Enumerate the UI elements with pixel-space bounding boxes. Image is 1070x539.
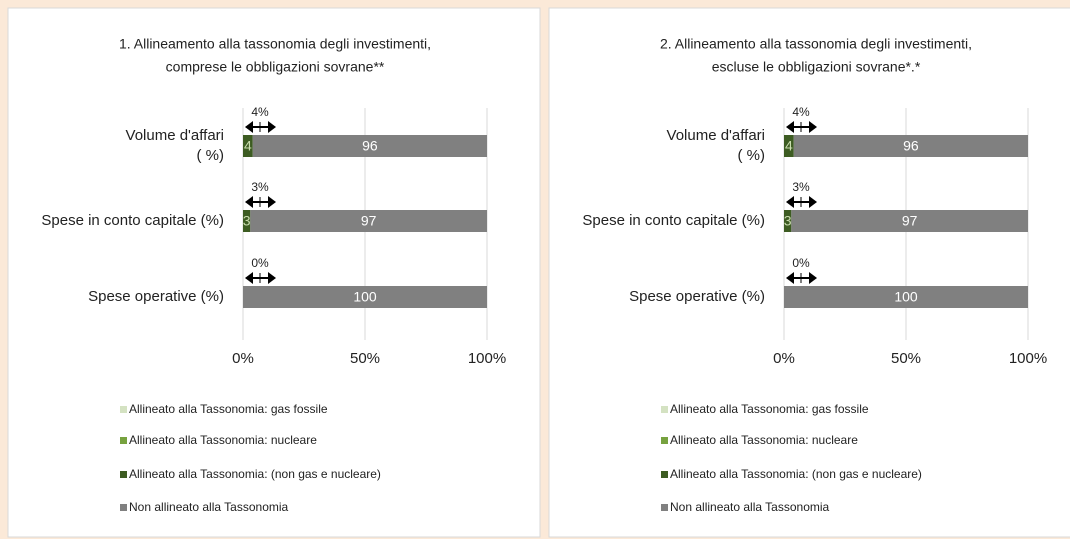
annotation: 3%	[251, 180, 269, 194]
arrow-head	[786, 272, 794, 284]
data-label: 97	[361, 213, 377, 229]
bar-segment	[791, 210, 1028, 232]
legend-label: Allineato alla Tassonomia: nucleare	[129, 433, 317, 447]
bar-segment	[793, 135, 1028, 157]
legend-swatch	[120, 406, 127, 413]
legend-swatch	[661, 504, 668, 511]
legend-label: Allineato alla Tassonomia: nucleare	[670, 433, 858, 447]
legend-label: Non allineato alla Tassonomia	[670, 500, 830, 514]
legend-swatch	[120, 437, 127, 444]
annotation: 0%	[251, 256, 269, 270]
bar-segment	[784, 135, 794, 157]
x-tick-label: 100%	[1009, 350, 1047, 367]
legend-swatch	[120, 504, 127, 511]
bar-segment	[243, 286, 487, 308]
bar-segment	[784, 210, 792, 232]
panel	[7, 7, 541, 538]
arrow-head	[245, 196, 253, 208]
legend-label: Allineato alla Tassonomia: (non gas e nu…	[129, 467, 381, 481]
data-label: 100	[353, 289, 377, 305]
annotation: 0%	[792, 256, 810, 270]
x-tick-label: 50%	[891, 350, 921, 367]
arrow-head	[245, 272, 253, 284]
bar-segment	[784, 286, 1028, 308]
legend-swatch	[661, 471, 668, 478]
bar-segment	[252, 135, 487, 157]
bar-segment	[243, 135, 253, 157]
data-label: 4	[785, 138, 793, 154]
category-label: Spese in conto capitale (%)	[582, 212, 765, 229]
data-label: 3	[243, 213, 251, 229]
arrow-head	[786, 196, 794, 208]
bar-segment	[243, 210, 251, 232]
x-tick-label: 100%	[468, 350, 506, 367]
bar-segment	[250, 210, 487, 232]
legend-swatch	[661, 437, 668, 444]
data-label: 3	[784, 213, 792, 229]
data-label: 96	[362, 138, 378, 154]
data-label: 96	[903, 138, 919, 154]
data-label: 4	[244, 138, 252, 154]
data-label: 100	[894, 289, 918, 305]
annotation: 4%	[792, 105, 810, 119]
arrow-head	[268, 121, 276, 133]
x-tick-label: 0%	[773, 350, 795, 367]
legend-label: Non allineato alla Tassonomia	[129, 500, 289, 514]
legend-swatch	[661, 406, 668, 413]
chart-title: 1. Allineamento alla tassonomia degli in…	[119, 35, 431, 74]
category-label: Volume d'affari( %)	[667, 127, 765, 164]
legend-label: Allineato alla Tassonomia: (non gas e nu…	[670, 467, 922, 481]
category-label: Volume d'affari( %)	[126, 127, 224, 164]
x-tick-label: 0%	[232, 350, 254, 367]
arrow-head	[809, 272, 817, 284]
annotation: 4%	[251, 105, 269, 119]
legend-swatch	[120, 471, 127, 478]
arrow-head	[268, 272, 276, 284]
annotation: 3%	[792, 180, 810, 194]
arrow-head	[245, 121, 253, 133]
arrow-head	[268, 196, 276, 208]
legend-label: Allineato alla Tassonomia: gas fossile	[670, 402, 869, 416]
chart-title: 2. Allineamento alla tassonomia degli in…	[660, 35, 972, 74]
category-label: Spese in conto capitale (%)	[41, 212, 224, 229]
arrow-head	[786, 121, 794, 133]
arrow-head	[809, 196, 817, 208]
x-tick-label: 50%	[350, 350, 380, 367]
legend-label: Allineato alla Tassonomia: gas fossile	[129, 402, 328, 416]
data-label: 97	[902, 213, 918, 229]
category-label: Spese operative (%)	[629, 288, 765, 305]
category-label: Spese operative (%)	[88, 288, 224, 305]
arrow-head	[809, 121, 817, 133]
